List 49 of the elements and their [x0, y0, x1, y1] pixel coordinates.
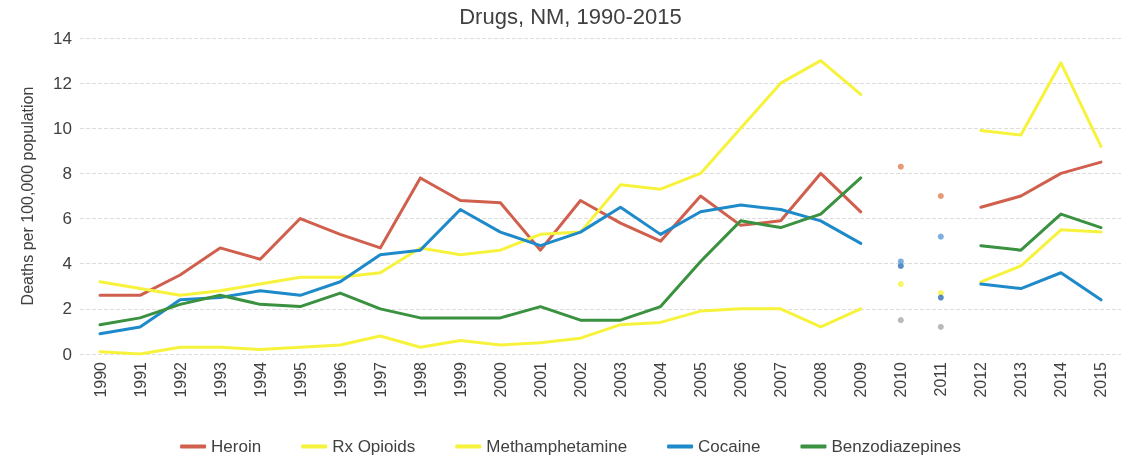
x-tick-label: 1997 [371, 361, 389, 398]
legend-label: Rx Opioids [332, 437, 416, 456]
x-tick-label: 2010 [892, 361, 910, 398]
y-tick-label: 2 [62, 299, 72, 319]
x-tick-label: 1992 [171, 361, 189, 398]
point [897, 281, 904, 288]
legend-label: Heroin [211, 437, 262, 456]
x-tick-label: 2011 [932, 361, 950, 397]
x-tick-label: 2004 [652, 361, 670, 398]
legend-label: Benzodiazepines [831, 437, 961, 456]
y-tick-label: 12 [53, 73, 72, 93]
x-tick-label: 2003 [612, 361, 630, 398]
x-tick-label: 2000 [491, 361, 509, 398]
point [937, 193, 944, 199]
y-tick-label: 4 [62, 254, 72, 274]
x-tick-label: 1995 [291, 361, 309, 398]
y-axis-title: Deaths per 100,000 population [18, 86, 36, 306]
point [897, 317, 904, 324]
x-tick-label: 2014 [1052, 361, 1070, 398]
x-tick-label: 2008 [812, 361, 830, 398]
x-tick-label: 1998 [411, 361, 429, 398]
x-tick-label: 1991 [131, 361, 149, 398]
legend-label: Cocaine [698, 437, 761, 456]
point [937, 323, 944, 330]
x-tick-label: 1999 [451, 361, 469, 398]
y-tick-label: 8 [62, 163, 72, 183]
x-tick-label: 2009 [852, 361, 870, 398]
point [897, 163, 904, 170]
x-tick-label: 2012 [972, 361, 990, 398]
x-tick-label: 2013 [1012, 361, 1030, 398]
x-tick-label: 2007 [772, 361, 790, 398]
point [937, 294, 944, 301]
y-tick-label: 10 [53, 118, 72, 138]
x-tick-label: 2006 [732, 361, 750, 398]
x-tick-label: 2002 [571, 361, 589, 398]
y-tick-label: 6 [62, 209, 72, 229]
x-tick-label: 2001 [531, 361, 549, 398]
x-tick-label: 1990 [91, 361, 109, 398]
legend-label: Methamphetamine [486, 437, 628, 456]
x-tick-label: 1996 [331, 361, 349, 398]
x-tick-label: 2005 [692, 361, 710, 398]
x-tick-label: 1994 [251, 361, 269, 398]
x-tick-label: 2015 [1092, 361, 1110, 398]
y-tick-label: 14 [53, 28, 72, 48]
point [897, 258, 904, 265]
point [937, 233, 944, 240]
chart-title: Drugs, NM, 1990-2015 [459, 3, 682, 29]
y-tick-label: 0 [62, 344, 72, 364]
x-tick-label: 1993 [211, 361, 229, 398]
